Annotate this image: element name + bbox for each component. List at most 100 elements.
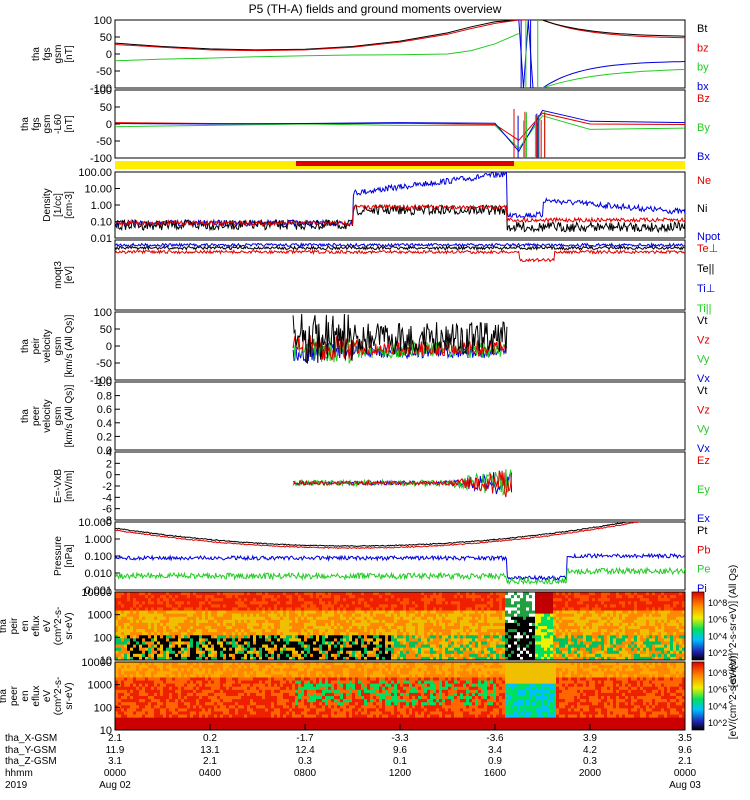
spectro-cell bbox=[682, 656, 686, 661]
spectro-cell bbox=[271, 622, 275, 627]
spectro-cell bbox=[679, 638, 683, 642]
spectro-cell bbox=[205, 613, 209, 618]
spectro-cell bbox=[643, 638, 647, 642]
spectro-cell bbox=[457, 644, 461, 649]
spectro-cell bbox=[535, 647, 539, 652]
legend-entry: Vz bbox=[697, 334, 710, 346]
spectro-cell bbox=[115, 650, 119, 655]
spectro-cell bbox=[406, 647, 410, 652]
spectro-cell bbox=[412, 598, 416, 602]
spectro-cell bbox=[580, 601, 584, 605]
spectro-cell bbox=[436, 626, 440, 630]
spectro-cell bbox=[118, 601, 122, 605]
spectro-cell bbox=[325, 619, 329, 624]
spectro-cell bbox=[358, 613, 362, 618]
spectro-cell bbox=[289, 647, 293, 652]
y-axis-label: velocity bbox=[42, 399, 53, 432]
spectro-cell bbox=[325, 644, 329, 649]
spectro-cell bbox=[472, 641, 476, 645]
spectro-cell bbox=[118, 647, 122, 652]
spectro-cell bbox=[271, 613, 275, 618]
spectro-cell bbox=[454, 604, 458, 608]
spectro-cell bbox=[388, 650, 392, 655]
spectro-cell bbox=[574, 610, 578, 615]
spectro-cell bbox=[343, 644, 347, 649]
spectro-cell bbox=[157, 626, 161, 630]
spectro-cell bbox=[478, 641, 482, 645]
spectro-cell bbox=[130, 705, 134, 709]
spectro-cell bbox=[121, 665, 125, 669]
spectro-cell bbox=[487, 616, 491, 621]
spectro-cell bbox=[208, 650, 212, 655]
spectro-cell bbox=[151, 641, 155, 645]
spectro-cell bbox=[634, 644, 638, 649]
spectro-cell bbox=[121, 644, 125, 649]
spectro-cell bbox=[397, 604, 401, 608]
spectro-cell bbox=[520, 598, 524, 602]
spectro-cell bbox=[493, 598, 497, 602]
spectro-cell bbox=[601, 622, 605, 627]
spectro-cell bbox=[505, 653, 509, 658]
spectro-cell bbox=[175, 629, 179, 633]
spectro-cell bbox=[190, 696, 194, 700]
spectro-cell bbox=[505, 613, 509, 618]
spectro-cell bbox=[172, 708, 176, 712]
spectro-cell bbox=[208, 613, 212, 618]
spectro-cell bbox=[457, 601, 461, 605]
spectro-cell bbox=[229, 641, 233, 645]
spectro-cell bbox=[667, 626, 671, 630]
spectro-cell bbox=[469, 598, 473, 602]
y-axis-label: tha bbox=[0, 619, 9, 633]
spectro-cell bbox=[349, 650, 353, 655]
spectro-cell bbox=[181, 705, 185, 709]
spectro-cell bbox=[520, 613, 524, 618]
spectro-cell bbox=[145, 680, 149, 685]
series-bx-recovery bbox=[542, 61, 685, 88]
legend-entry: Vx bbox=[697, 373, 710, 385]
spectro-cell bbox=[250, 619, 254, 624]
spectro-cell bbox=[310, 641, 314, 645]
spectro-cell bbox=[526, 629, 530, 633]
spectro-cell bbox=[634, 653, 638, 658]
spectro-cell bbox=[214, 595, 218, 599]
spectro-cell bbox=[115, 647, 119, 652]
spectro-cell bbox=[361, 653, 365, 658]
spectro-cell bbox=[190, 680, 194, 685]
spectro-cell bbox=[442, 629, 446, 633]
spectro-cell bbox=[385, 632, 389, 636]
spectro-cell bbox=[670, 635, 674, 639]
spectro-cell bbox=[562, 619, 566, 624]
spectro-cell bbox=[409, 626, 413, 630]
spectro-cell bbox=[259, 622, 263, 627]
spectro-cell bbox=[355, 647, 359, 652]
spectro-cell bbox=[157, 723, 161, 728]
spectro-cell bbox=[478, 607, 482, 611]
spectro-cell bbox=[607, 626, 611, 630]
spectro-cell bbox=[340, 629, 344, 633]
spectro-cell bbox=[448, 598, 452, 602]
spectro-cell bbox=[466, 635, 470, 639]
spectro-cell bbox=[664, 644, 668, 649]
spectro-cell bbox=[136, 714, 140, 719]
spectro-cell bbox=[571, 613, 575, 618]
spectro-cell bbox=[205, 626, 209, 630]
spectro-cell bbox=[124, 613, 128, 618]
spectro-cell bbox=[667, 595, 671, 599]
spectro-cell bbox=[373, 622, 377, 627]
spectro-cell bbox=[673, 656, 677, 661]
spectro-cell bbox=[262, 592, 266, 596]
spectro-cell bbox=[382, 607, 386, 611]
spectro-cell bbox=[490, 616, 494, 621]
spectro-cell bbox=[322, 653, 326, 658]
spectro-cell bbox=[127, 629, 131, 633]
spectro-cell bbox=[598, 613, 602, 618]
spectro-cell bbox=[157, 692, 161, 697]
spectro-cell bbox=[403, 616, 407, 621]
spectro-cell bbox=[187, 699, 191, 703]
spectro-cell bbox=[661, 644, 665, 649]
spectro-cell bbox=[637, 613, 641, 618]
spectro-cell bbox=[433, 650, 437, 655]
legend-entry: by bbox=[697, 62, 709, 74]
spectro-cell bbox=[382, 626, 386, 630]
spectro-cell bbox=[661, 604, 665, 608]
